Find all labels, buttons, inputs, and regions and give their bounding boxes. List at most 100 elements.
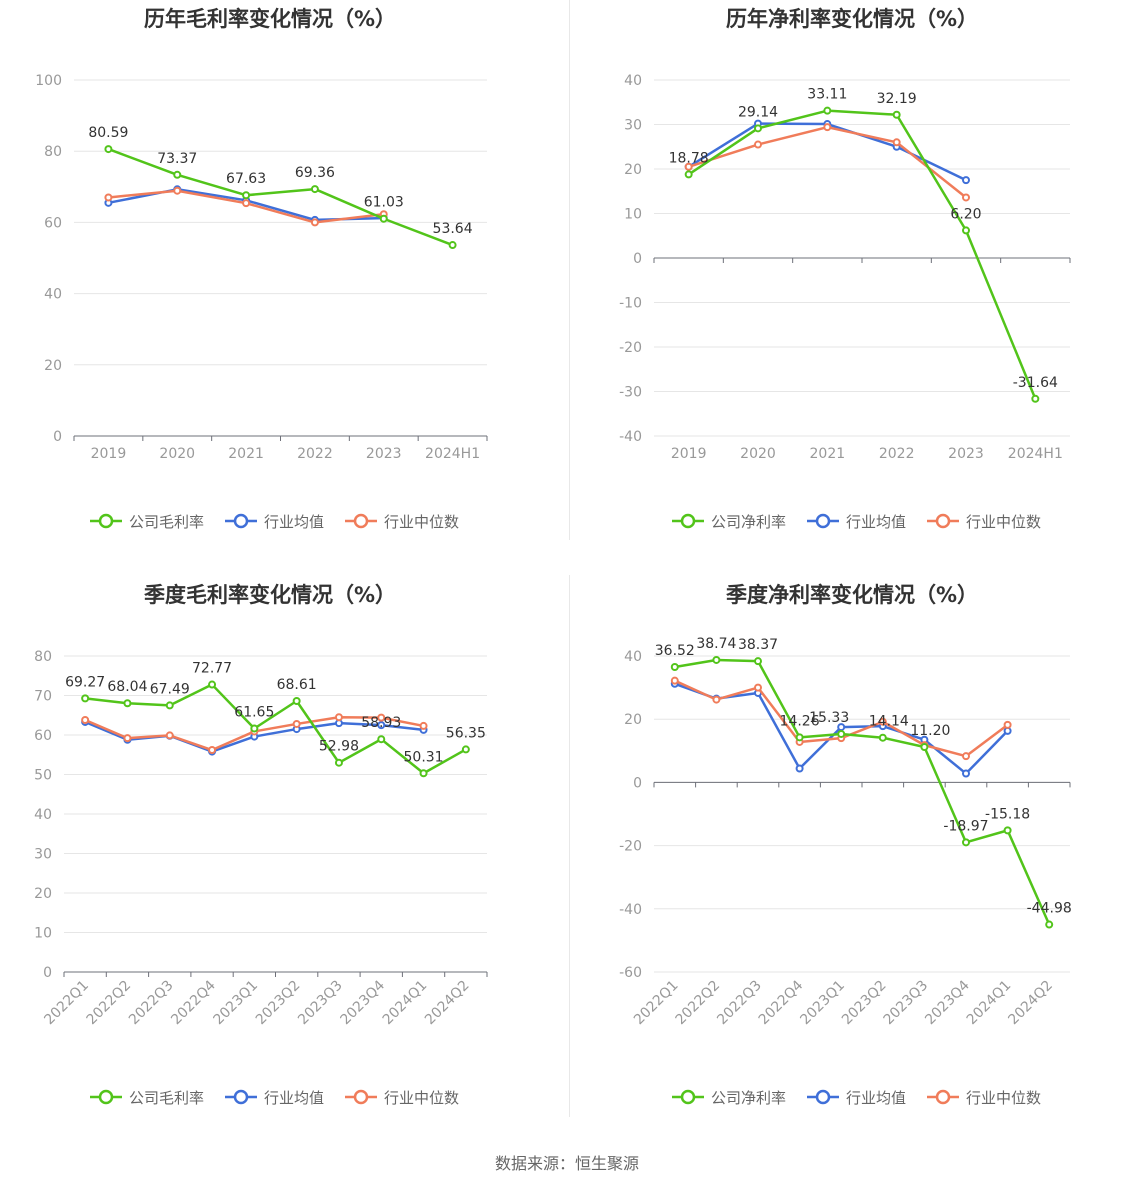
data-point-median[interactable] xyxy=(292,719,301,728)
data-point-company[interactable] xyxy=(461,745,470,754)
data-point-median[interactable] xyxy=(173,186,182,195)
legend-item-company[interactable]: 公司净利率 xyxy=(672,1089,786,1107)
data-point-median[interactable] xyxy=(334,713,343,722)
data-point-company[interactable] xyxy=(754,657,762,666)
legend-item-company[interactable]: 公司毛利率 xyxy=(90,513,204,531)
data-point-median[interactable] xyxy=(377,713,386,722)
data-point-median[interactable] xyxy=(892,138,901,147)
x-tick-label: 2023Q3 xyxy=(295,978,346,1029)
y-tick-label: 60 xyxy=(44,215,62,231)
chart-title: 季度毛利率变化情况（%） xyxy=(144,583,396,607)
y-tick-label: 0 xyxy=(633,775,642,791)
data-point-avg[interactable] xyxy=(377,721,386,730)
legend-marker-icon xyxy=(98,1089,114,1105)
data-point-median[interactable] xyxy=(962,193,970,202)
data-point-company[interactable] xyxy=(670,662,679,671)
legend-item-avg[interactable]: 行业均值 xyxy=(225,513,324,531)
data-point-company[interactable] xyxy=(208,680,217,689)
data-point-company[interactable] xyxy=(878,733,887,742)
data-point-company[interactable] xyxy=(1031,394,1040,403)
data-point-median[interactable] xyxy=(123,734,132,743)
data-label: 52.98 xyxy=(319,739,359,755)
data-point-company[interactable] xyxy=(754,124,762,133)
y-tick-label: -30 xyxy=(619,385,642,401)
x-tick-label: 2022 xyxy=(879,446,915,462)
data-label: 69.36 xyxy=(295,165,335,181)
data-point-company[interactable] xyxy=(377,735,386,744)
legend-item-median[interactable]: 行业中位数 xyxy=(345,1089,459,1107)
data-point-avg[interactable] xyxy=(962,176,970,185)
data-point-median[interactable] xyxy=(310,218,319,227)
data-point-median[interactable] xyxy=(684,162,693,171)
data-point-company[interactable] xyxy=(962,226,970,235)
data-point-median[interactable] xyxy=(754,140,762,149)
x-tick-label: 2022Q4 xyxy=(168,977,219,1028)
legend-item-avg[interactable]: 行业均值 xyxy=(807,1089,906,1107)
data-point-avg[interactable] xyxy=(962,769,970,778)
data-point-median[interactable] xyxy=(208,746,217,755)
data-point-company[interactable] xyxy=(250,724,259,733)
data-point-company[interactable] xyxy=(448,241,457,250)
data-point-median[interactable] xyxy=(104,193,113,202)
data-point-company[interactable] xyxy=(1045,920,1054,929)
data-point-company[interactable] xyxy=(242,191,251,200)
legend-label: 行业均值 xyxy=(846,513,906,531)
data-point-company[interactable] xyxy=(419,769,428,778)
y-tick-label: -20 xyxy=(619,340,642,356)
legend-item-median[interactable]: 行业中位数 xyxy=(927,513,1041,531)
data-point-company[interactable] xyxy=(292,696,301,705)
chart-title: 历年毛利率变化情况（%） xyxy=(144,7,396,31)
data-point-company[interactable] xyxy=(123,699,132,708)
data-point-median[interactable] xyxy=(962,752,970,761)
series-line-company xyxy=(85,683,467,775)
data-point-company[interactable] xyxy=(165,701,174,710)
legend-item-company[interactable]: 公司净利率 xyxy=(672,513,786,531)
data-point-median[interactable] xyxy=(823,123,832,132)
data-point-company[interactable] xyxy=(837,729,846,738)
data-point-median[interactable] xyxy=(754,683,762,692)
data-point-median[interactable] xyxy=(878,717,887,726)
x-tick-label: 2023Q2 xyxy=(839,978,890,1029)
data-point-company[interactable] xyxy=(920,743,929,752)
data-point-company[interactable] xyxy=(334,758,343,767)
data-point-median[interactable] xyxy=(1003,720,1012,729)
legend-item-avg[interactable]: 行业均值 xyxy=(807,513,906,531)
data-label: 18.78 xyxy=(669,150,709,166)
y-tick-label: -40 xyxy=(619,429,642,445)
legend-marker-icon xyxy=(353,1089,369,1105)
legend-item-median[interactable]: 行业中位数 xyxy=(345,513,459,531)
data-point-company[interactable] xyxy=(173,170,182,179)
data-point-median[interactable] xyxy=(712,695,721,704)
data-point-median[interactable] xyxy=(670,676,679,685)
legend-item-avg[interactable]: 行业均值 xyxy=(225,1089,324,1107)
legend-label: 公司毛利率 xyxy=(129,513,204,531)
y-tick-label: 0 xyxy=(633,251,642,267)
chart-title: 历年净利率变化情况（%） xyxy=(726,7,978,31)
data-point-company[interactable] xyxy=(1003,826,1012,835)
y-tick-label: 80 xyxy=(34,649,52,665)
data-label: 36.52 xyxy=(655,643,695,659)
data-point-company[interactable] xyxy=(823,106,832,115)
x-tick-label: 2022Q2 xyxy=(84,978,135,1029)
data-label: 72.77 xyxy=(192,661,232,677)
data-point-company[interactable] xyxy=(712,655,721,664)
data-point-company[interactable] xyxy=(962,838,970,847)
data-point-company[interactable] xyxy=(795,733,804,742)
data-point-median[interactable] xyxy=(165,731,174,740)
data-point-median[interactable] xyxy=(242,199,251,208)
data-point-company[interactable] xyxy=(684,170,693,179)
data-point-median[interactable] xyxy=(81,715,90,724)
legend-item-company[interactable]: 公司毛利率 xyxy=(90,1089,204,1107)
data-point-median[interactable] xyxy=(419,721,428,730)
y-tick-label: 30 xyxy=(34,847,52,863)
data-label: 50.31 xyxy=(404,749,444,765)
data-point-company[interactable] xyxy=(81,694,90,703)
data-point-company[interactable] xyxy=(892,110,901,119)
data-point-company[interactable] xyxy=(104,145,113,154)
data-point-avg[interactable] xyxy=(795,764,804,773)
data-point-company[interactable] xyxy=(379,214,388,223)
legend-item-median[interactable]: 行业中位数 xyxy=(927,1089,1041,1107)
data-point-company[interactable] xyxy=(310,185,319,194)
data-label: 56.35 xyxy=(446,725,486,741)
y-tick-label: 40 xyxy=(34,807,52,823)
